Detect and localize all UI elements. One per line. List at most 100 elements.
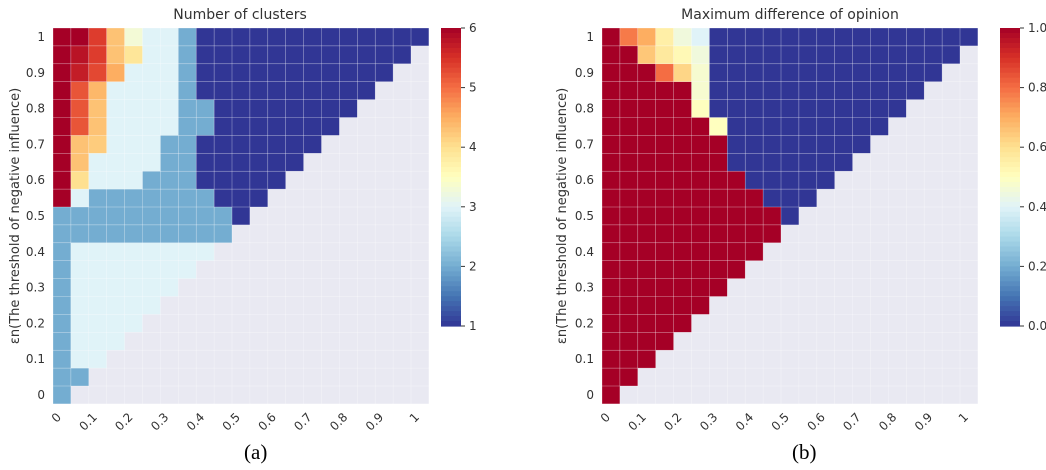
colorbar-tick-label: 0.2: [1028, 259, 1046, 273]
colorbar-swatch: [1000, 186, 1020, 193]
heatmap-cell: [321, 99, 340, 118]
colorbar-swatch: [1000, 226, 1020, 233]
heatmap-cell: [88, 135, 107, 154]
heatmap-cell: [106, 28, 125, 46]
y-tick-label: 0.1: [575, 352, 594, 366]
heatmap-cell: [178, 117, 197, 136]
colorbar-swatch: [1000, 271, 1020, 277]
heatmap-cell: [88, 314, 107, 333]
colorbar-swatch: [441, 62, 461, 69]
colorbar-swatch: [441, 172, 461, 178]
heatmap-cell: [88, 28, 107, 46]
x-tick-label: 0.5: [220, 410, 243, 430]
heatmap-cell: [232, 99, 250, 118]
heatmap-cell: [178, 171, 197, 190]
y-tick-label: 0.6: [575, 173, 594, 187]
heatmap-cell: [88, 45, 107, 64]
heatmap-cell: [303, 81, 322, 100]
heatmap-cell: [357, 81, 376, 100]
colorbar-swatch: [1000, 42, 1020, 49]
heatmap-cell: [709, 63, 728, 82]
heatmap-cell: [745, 99, 764, 118]
heatmap-cell: [106, 278, 125, 297]
heatmap-cell: [602, 117, 620, 136]
heatmap-cell: [88, 63, 107, 82]
y-tick-label: 1: [37, 30, 45, 44]
heatmap-cell: [745, 63, 764, 82]
heatmap-cell: [816, 99, 835, 118]
heatmap-cell: [655, 332, 674, 351]
heatmap-cell: [214, 189, 232, 207]
heatmap-cell: [393, 45, 411, 64]
heatmap-cell: [339, 81, 358, 100]
heatmap-cell: [781, 171, 799, 190]
heatmap-cell: [267, 99, 286, 118]
colorbar-swatch: [1000, 107, 1020, 114]
heatmap-cell: [673, 278, 692, 297]
heatmap-cell: [196, 171, 215, 190]
heatmap-cell: [655, 224, 674, 243]
heatmap-cell: [619, 63, 638, 82]
heatmap-cell: [637, 207, 656, 225]
colorbar-swatch: [441, 186, 461, 193]
colorbar-swatch: [441, 281, 461, 287]
heatmap-cell: [602, 386, 620, 404]
colorbar-swatch: [441, 97, 461, 104]
heatmap-cell: [619, 332, 638, 351]
heatmap-cell: [357, 63, 376, 82]
heatmap-cell: [763, 99, 781, 118]
heatmap-cell: [160, 63, 179, 82]
heatmap-cell: [637, 189, 656, 207]
heatmap-cell: [70, 242, 89, 261]
heatmap-cell: [727, 45, 746, 64]
heatmap-cell: [160, 242, 179, 261]
heatmap-cell: [834, 117, 853, 136]
heatmap-cell: [160, 28, 179, 46]
heatmap-cell: [160, 260, 179, 279]
heatmap-cell: [637, 260, 656, 279]
heatmap-cell: [602, 296, 620, 315]
heatmap-cell: [619, 224, 638, 243]
heatmap-cell: [763, 224, 781, 243]
x-tick-label: 0.4: [733, 410, 756, 430]
colorbar-tick-label: 0.6: [1028, 140, 1046, 154]
heatmap-cell: [924, 28, 943, 46]
heatmap-cell: [619, 242, 638, 261]
colorbar-swatch: [441, 196, 461, 203]
heatmap-cell: [70, 117, 89, 136]
heatmap-cell: [88, 224, 107, 243]
heatmap-cell: [88, 260, 107, 279]
heatmap-cell: [763, 45, 781, 64]
heatmap-cell: [249, 135, 268, 154]
colorbar-swatch: [1000, 77, 1020, 84]
y-tick-label: 0.9: [26, 66, 45, 80]
heatmap-cell: [142, 278, 161, 297]
colorbar-swatch: [1000, 231, 1020, 238]
heatmap-cell: [88, 189, 107, 207]
heatmap-cell: [232, 189, 250, 207]
heatmap-cell: [53, 171, 71, 190]
heatmap-cell: [124, 278, 143, 297]
heatmap-cell: [232, 207, 250, 225]
heatmap-cell: [602, 99, 620, 118]
heatmap-cell: [124, 153, 143, 172]
y-tick-label: 0.4: [575, 245, 594, 259]
colorbar-swatch: [1000, 296, 1020, 302]
y-tick-label: 0.6: [26, 173, 45, 187]
colorbar-swatch: [1000, 142, 1020, 148]
heatmap-cell: [249, 45, 268, 64]
heatmap-cell: [781, 135, 799, 154]
heatmap-cell: [53, 386, 71, 404]
heatmap-cell: [781, 189, 799, 207]
heatmap-cell: [214, 81, 232, 100]
heatmap-cell: [602, 135, 620, 154]
heatmap-cell: [375, 63, 394, 82]
heatmap-cell: [106, 242, 125, 261]
heatmap-cell: [619, 153, 638, 172]
heatmap-cell: [214, 28, 232, 46]
heatmap-cell: [53, 368, 71, 386]
heatmap-cell: [781, 81, 799, 100]
heatmap-cell: [106, 332, 125, 351]
heatmap-cell: [160, 171, 179, 190]
heatmap-cell: [303, 28, 322, 46]
